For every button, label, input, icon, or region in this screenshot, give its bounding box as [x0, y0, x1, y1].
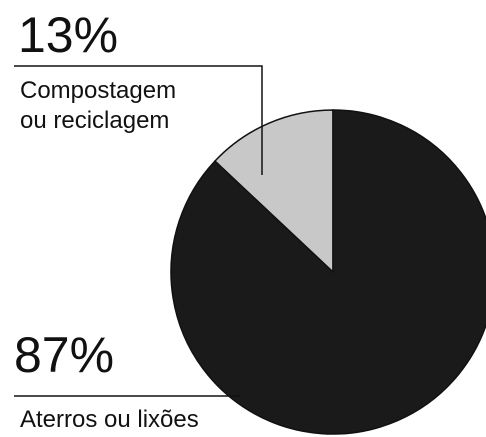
percent-label-aterros: 87% — [14, 327, 114, 383]
slice-label-aterros: Aterros ou lixões — [20, 406, 199, 433]
leader-line-compostagem — [14, 65, 263, 175]
pie-slices — [170, 109, 486, 435]
pie-slice-aterros — [170, 109, 486, 435]
percent-label-compostagem: 13% — [18, 7, 118, 63]
pie-slice-compostagem — [213, 109, 334, 274]
slice-label-compostagem-line1: Compostagem — [20, 77, 176, 104]
slice-label-compostagem-line2: ou reciclagem — [20, 107, 169, 134]
